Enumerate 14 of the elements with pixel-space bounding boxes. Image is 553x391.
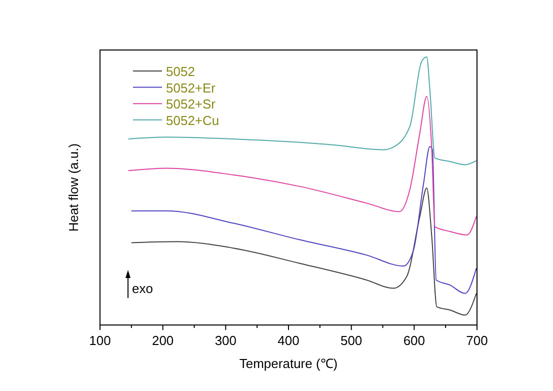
x-axis-title: Temperature (℃) [239, 356, 338, 371]
x-tick-label: 200 [152, 333, 174, 348]
x-tick-label: 100 [89, 333, 111, 348]
x-tick-label: 600 [403, 333, 426, 348]
x-tick-label: 400 [278, 333, 300, 348]
annotation: exo [132, 281, 153, 296]
legend-label: 5052+Cu [166, 112, 220, 128]
y-axis-title: Heat flow (a.u.) [66, 143, 81, 232]
legend-label: 5052+Sr [166, 96, 216, 112]
legend-label: 5052 [166, 64, 195, 79]
x-tick-label: 300 [214, 333, 237, 348]
x-tick-label: 500 [340, 333, 362, 348]
legend-label: 5052+Er [166, 80, 216, 96]
x-tick-label: 700 [466, 333, 488, 348]
